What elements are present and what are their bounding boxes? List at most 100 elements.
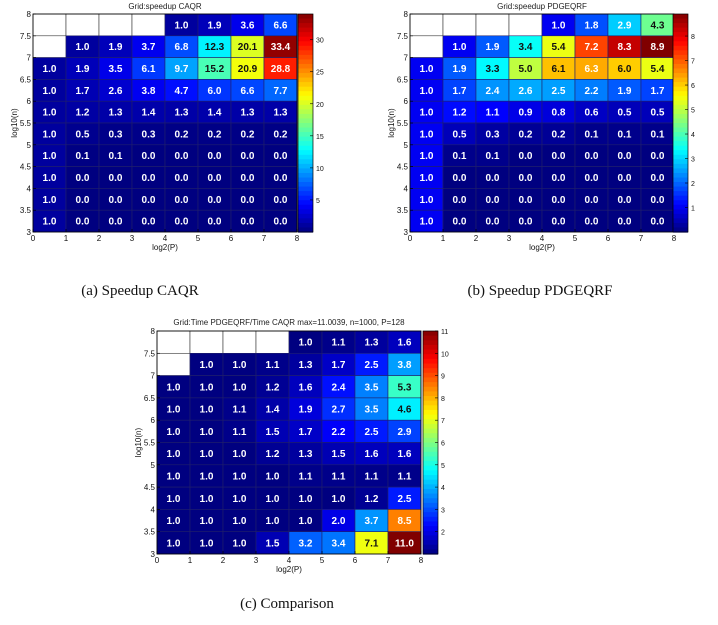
heatmap-panel-3: Grid:Time PDGEQRF/Time CAQR max=11.0039,…: [134, 318, 449, 612]
cell-value-label: 1.0: [420, 108, 434, 119]
colorbar-segment: [423, 363, 438, 369]
colorbar-segment: [423, 516, 438, 523]
colorbar-segment: [673, 204, 688, 210]
y-tick-label: 4.5: [397, 163, 409, 172]
colorbar-segment: [673, 172, 688, 179]
y-tick-label: 3.5: [397, 206, 409, 215]
heatmap-cell-empty: [65, 13, 100, 37]
cell-value-label: 3.5: [365, 405, 379, 416]
cell-value-label: 1.0: [43, 151, 57, 162]
cell-value-label: 0.1: [109, 151, 123, 162]
colorbar-segment: [423, 428, 438, 434]
cell-value-label: 6.1: [552, 64, 566, 75]
colorbar-segment: [298, 45, 313, 51]
cell-value-label: 1.2: [365, 494, 379, 505]
cell-value-label: 0.2: [175, 129, 189, 140]
colorbar-segment: [298, 204, 313, 210]
colorbar-segment: [298, 82, 313, 88]
cell-value-label: 1.0: [200, 427, 214, 438]
chart-title: Grid:Time PDGEQRF/Time CAQR max=11.0039,…: [173, 318, 405, 327]
x-tick-label: 1: [64, 234, 69, 243]
colorbar-tick-label: 5: [441, 463, 445, 470]
cell-value-label: 0.0: [486, 217, 500, 228]
colorbar-segment: [673, 118, 688, 124]
colorbar-segment: [673, 91, 688, 97]
cell-value-label: 1.0: [200, 538, 214, 549]
colorbar-segment: [423, 344, 438, 351]
cell-value-label: 0.2: [208, 129, 222, 140]
cell-value-label: 0.0: [585, 195, 599, 206]
colorbar-segment: [298, 213, 313, 219]
colorbar-segment: [423, 442, 438, 448]
cell-value-label: 0.0: [142, 173, 156, 184]
cell-value-label: 0.1: [651, 129, 665, 140]
cell-value-label: 2.4: [332, 382, 346, 393]
colorbar-segment: [423, 461, 438, 467]
colorbar-segment: [673, 100, 688, 106]
colorbar-segment: [298, 182, 313, 188]
colorbar-segment: [298, 27, 313, 33]
colorbar-segment: [673, 18, 688, 24]
cell-value-label: 1.0: [76, 42, 90, 53]
heatmap-cell-empty: [156, 330, 191, 354]
colorbar-segment: [423, 456, 438, 462]
cell-value-label: 2.0: [332, 516, 346, 527]
cell-value-label: 1.0: [332, 494, 346, 505]
heatmap-cell-empty: [255, 330, 290, 354]
x-tick-label: 3: [130, 234, 135, 243]
cell-value-label: 1.1: [332, 338, 346, 349]
colorbar-segment: [298, 154, 313, 160]
colorbar-segment: [423, 437, 438, 444]
y-tick-label: 5: [151, 461, 156, 470]
cell-value-label: 1.2: [76, 108, 90, 119]
colorbar-segment: [673, 68, 688, 74]
cell-value-label: 1.0: [200, 516, 214, 527]
cell-value-label: 4.3: [651, 20, 665, 31]
colorbar-segment: [673, 182, 688, 188]
cell-value-label: 1.0: [420, 173, 434, 184]
colorbar-tick-label: 8: [441, 396, 445, 403]
cell-value-label: 1.0: [453, 42, 467, 53]
cell-value-label: 0.0: [618, 217, 632, 228]
colorbar-segment: [673, 218, 688, 224]
colorbar-segment: [423, 488, 438, 495]
cell-value-label: 2.2: [332, 427, 346, 438]
x-tick-label: 3: [507, 234, 512, 243]
cell-value-label: 8.9: [651, 42, 665, 53]
cell-value-label: 0.0: [175, 173, 189, 184]
cell-value-label: 1.0: [167, 427, 181, 438]
x-tick-label: 4: [287, 556, 292, 565]
colorbar-segment: [298, 145, 313, 151]
colorbar-segment: [423, 549, 438, 555]
y-tick-label: 6: [27, 97, 32, 106]
cell-value-label: 2.5: [398, 494, 412, 505]
y-tick-label: 3: [27, 228, 32, 237]
colorbar-segment: [423, 470, 438, 476]
colorbar-segment: [298, 50, 313, 56]
y-axis-label: log10(n): [387, 108, 396, 138]
colorbar-segment: [298, 150, 313, 156]
colorbar-segment: [673, 27, 688, 33]
heatmap-cell-empty: [508, 13, 543, 37]
x-tick-label: 6: [353, 556, 358, 565]
x-tick-label: 0: [31, 234, 36, 243]
y-tick-label: 6.5: [397, 75, 409, 84]
cell-value-label: 1.0: [200, 494, 214, 505]
cell-value-label: 0.3: [109, 129, 123, 140]
colorbar-segment: [673, 63, 688, 70]
chart-title: Grid:speedup CAQR: [128, 2, 202, 11]
cell-value-label: 1.0: [43, 129, 57, 140]
cell-value-label: 2.2: [585, 86, 599, 97]
cell-value-label: 0.0: [585, 151, 599, 162]
cell-value-label: 0.0: [175, 217, 189, 228]
colorbar-segment: [298, 73, 313, 79]
cell-value-label: 1.0: [167, 405, 181, 416]
cell-value-label: 5.4: [552, 42, 566, 53]
cell-value-label: 1.3: [299, 449, 313, 460]
colorbar-segment: [298, 18, 313, 24]
colorbar-segment: [673, 145, 688, 151]
y-tick-label: 3.5: [20, 206, 32, 215]
colorbar-segment: [423, 340, 438, 346]
cell-value-label: 0.2: [241, 129, 255, 140]
colorbar-segment: [673, 54, 688, 61]
